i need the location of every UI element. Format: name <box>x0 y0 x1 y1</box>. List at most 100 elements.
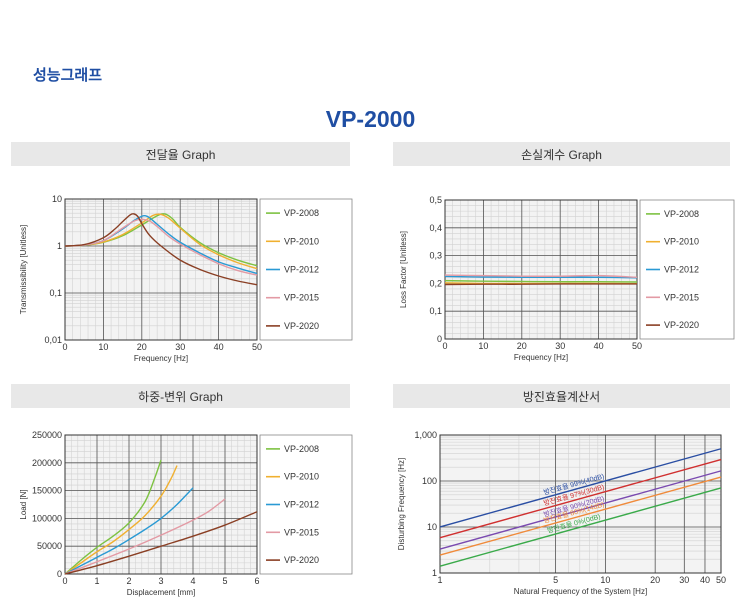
series-line-방진효율 99%(40dB) <box>439 448 722 528</box>
transmissibility-chart: 0 10 20 30 40 50 0,01 0,1 1 10 Frequency [Hz] Trans… <box>19 194 353 363</box>
y-tick-label: 100000 <box>32 513 62 523</box>
legend-label: VP-2015 <box>664 292 699 302</box>
series-line-방진효율 80%(14dB) <box>439 476 722 556</box>
y-tick-label: 100 <box>422 476 437 486</box>
x-tick-label: 1 <box>94 576 99 586</box>
transmissibility-header: 전달율 Graph <box>11 142 350 166</box>
series-line-VP-2008 <box>64 459 162 575</box>
load-displacement-chart: 0 1 2 3 4 5 6 0 50000 100000 150000 200000 250000 Dis… <box>19 430 353 597</box>
plot-frame <box>64 198 258 341</box>
y-axis-label: Loss Factor [Unitless] <box>399 231 408 308</box>
x-tick-label: 1 <box>437 575 442 585</box>
legend-label: VP-2015 <box>284 293 319 303</box>
series-line-VP-2020 <box>64 213 258 286</box>
y-tick-label: 10 <box>52 194 62 204</box>
y-tick-label: 1,000 <box>414 430 437 440</box>
y-tick-label: 1 <box>432 568 437 578</box>
plot-frame <box>64 434 258 575</box>
y-tick-label: 250000 <box>32 430 62 440</box>
legend-label: VP-2015 <box>284 527 319 537</box>
legend-label: VP-2008 <box>284 444 319 454</box>
x-axis-label: Frequency [Hz] <box>514 353 568 362</box>
legend-label: VP-2010 <box>284 472 319 482</box>
series-line-방진효율 0%(0dB) <box>439 487 722 567</box>
y-tick-label: 0,1 <box>49 288 62 298</box>
series-line-VP-2015 <box>444 274 638 278</box>
x-tick-label: 20 <box>517 341 527 351</box>
legend-label: VP-2012 <box>664 265 699 275</box>
x-tick-label: 30 <box>175 342 185 352</box>
x-tick-label: 4 <box>190 576 195 586</box>
legend-label: VP-2010 <box>664 237 699 247</box>
y-tick-label: 0,1 <box>429 306 442 316</box>
x-tick-label: 30 <box>555 341 565 351</box>
y-axis-label: Disturbing Frequency [Hz] <box>397 458 406 550</box>
y-tick-label: 0 <box>437 334 442 344</box>
x-tick-label: 2 <box>126 576 131 586</box>
plot-frame <box>444 199 638 340</box>
x-tick-label: 20 <box>137 342 147 352</box>
series-line-VP-2020 <box>64 511 258 575</box>
y-tick-label: 1 <box>57 241 62 251</box>
y-tick-label: 200000 <box>32 458 62 468</box>
x-tick-label: 50 <box>632 341 642 351</box>
y-tick-label: 0,01 <box>44 335 62 345</box>
legend-label: VP-2012 <box>284 265 319 275</box>
x-tick-label: 10 <box>600 575 610 585</box>
legend-label: VP-2008 <box>664 209 699 219</box>
x-tick-label: 10 <box>478 341 488 351</box>
x-tick-label: 40 <box>594 341 604 351</box>
legend-label: VP-2010 <box>284 236 319 246</box>
series-line-VP-2012 <box>64 487 194 575</box>
y-tick-label: 10 <box>427 522 437 532</box>
x-tick-label: 5 <box>222 576 227 586</box>
x-tick-label: 40 <box>700 575 710 585</box>
series-line-방진효율 97%(30dB) <box>439 458 722 539</box>
legend-label: VP-2020 <box>284 321 319 331</box>
y-axis-label: Transmissibility [Unitless] <box>19 225 28 315</box>
series-line-방진효율 90%(20dB) <box>439 470 722 550</box>
x-tick-label: 10 <box>98 342 108 352</box>
x-tick-label: 0 <box>62 342 67 352</box>
load-displacement-header: 하중-변위 Graph <box>11 384 350 408</box>
series-line-VP-2020 <box>444 283 637 286</box>
x-tick-label: 30 <box>679 575 689 585</box>
plot-area <box>65 199 257 340</box>
plot-frame <box>439 434 722 574</box>
series-line-VP-2010 <box>64 465 178 575</box>
series-line-VP-2015 <box>64 218 258 276</box>
y-tick-label: 0,4 <box>429 223 442 233</box>
x-tick-label: 50 <box>716 575 726 585</box>
x-tick-label: 0 <box>442 341 447 351</box>
series-line-VP-2012 <box>444 275 638 279</box>
series-line-VP-2008 <box>444 279 638 283</box>
plot-area <box>445 200 637 339</box>
x-axis-label: Natural Frequency of the System [Hz] <box>514 587 647 596</box>
loss-factor-chart: 0 10 20 30 40 50 0 0,1 0,2 0,3 0,4 0,5 Frequency [Hz… <box>399 195 735 362</box>
series-line-VP-2015 <box>64 498 226 575</box>
x-tick-label: 20 <box>650 575 660 585</box>
plot-area <box>440 435 721 573</box>
y-tick-label: 0,3 <box>429 251 442 261</box>
model-title: VP-2000 <box>325 106 416 132</box>
x-tick-label: 6 <box>254 576 259 586</box>
y-tick-label: 0,2 <box>429 278 442 288</box>
legend-label: VP-2012 <box>284 500 319 510</box>
y-tick-label: 0 <box>57 569 62 579</box>
legend-label: VP-2020 <box>284 555 319 565</box>
isolation-efficiency-header: 방진효율계산서 <box>393 384 730 408</box>
y-tick-label: 0,5 <box>429 195 442 205</box>
loss-factor-header: 손실계수 Graph <box>393 142 730 166</box>
x-tick-label: 50 <box>252 342 262 352</box>
x-tick-label: 40 <box>214 342 224 352</box>
x-tick-label: 3 <box>158 576 163 586</box>
x-tick-label: 5 <box>553 575 558 585</box>
x-axis-label: Displacement [mm] <box>127 588 195 597</box>
y-tick-label: 150000 <box>32 486 62 496</box>
isolation-efficiency-chart: 1 5 10 20 30 40 50 1 10 100 1,000 Natural Frequency… <box>397 430 726 596</box>
x-axis-label: Frequency [Hz] <box>134 354 188 363</box>
legend-label: VP-2008 <box>284 208 319 218</box>
y-axis-label: Load [N] <box>19 489 28 519</box>
x-tick-label: 0 <box>62 576 67 586</box>
y-tick-label: 50000 <box>37 541 62 551</box>
